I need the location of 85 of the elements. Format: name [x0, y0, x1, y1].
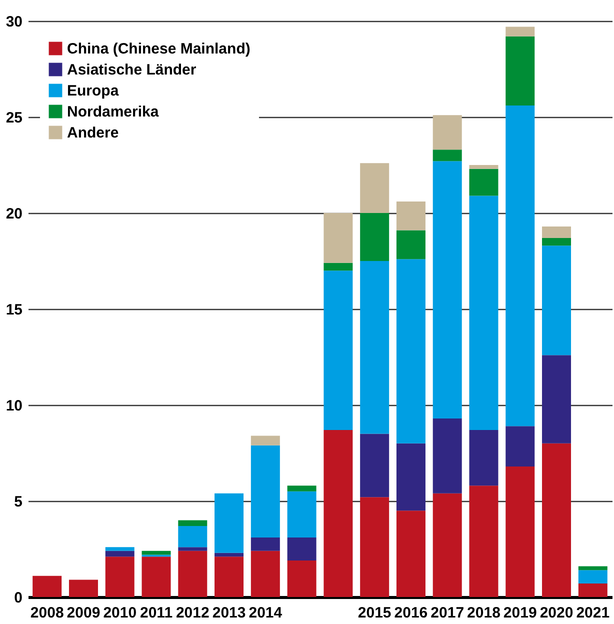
legend-label: Nordamerika: [67, 104, 160, 120]
x-tick-label: 2021: [576, 604, 610, 622]
bar: [142, 550, 171, 555]
bar: [506, 426, 535, 466]
bar: [287, 491, 316, 538]
legend-label: Andere: [67, 124, 119, 142]
bar: [432, 150, 462, 162]
bar: [396, 510, 426, 597]
x-tick-label: 2014: [248, 604, 283, 622]
bar: [250, 537, 280, 551]
bar: [396, 259, 426, 444]
bar: [506, 26, 535, 36]
bar: [32, 576, 62, 597]
y-tick-label: 20: [6, 206, 22, 222]
bar: [396, 201, 426, 230]
bar: [360, 434, 390, 498]
y-tick-label: 30: [6, 14, 22, 30]
bar: [68, 580, 98, 597]
bar: [542, 443, 572, 597]
bar: [214, 493, 244, 553]
bar: [324, 270, 353, 430]
x-tick-label: 2017: [430, 604, 464, 622]
bar: [542, 246, 572, 356]
bar: [432, 493, 462, 597]
bar: [469, 168, 498, 196]
y-tick-label: 5: [14, 494, 22, 510]
bar: [178, 550, 208, 597]
bar: [287, 560, 316, 597]
bar: [542, 238, 572, 246]
bar: [324, 430, 353, 597]
bar: [542, 355, 572, 444]
bar: [396, 230, 426, 260]
x-tick-label: 2015: [358, 604, 392, 622]
bar: [142, 556, 171, 597]
bar: [324, 213, 353, 263]
bar: [287, 486, 316, 492]
y-tick-label: 10: [6, 398, 22, 414]
bar: [105, 550, 134, 557]
bar: [324, 262, 353, 271]
bar: [250, 550, 280, 597]
x-tick-label: 2012: [176, 604, 210, 622]
x-tick-label: 2010: [103, 604, 137, 622]
bar: [506, 105, 535, 426]
x-tick-label: 2020: [540, 604, 574, 622]
bar: [250, 445, 280, 538]
bar: [432, 115, 462, 150]
x-tick-label: 2018: [467, 604, 500, 622]
bar: [506, 36, 535, 106]
x-tick-label: 2019: [503, 604, 537, 622]
bar: [396, 443, 426, 511]
x-tick-label: 2009: [66, 604, 100, 622]
bar: [250, 436, 280, 446]
bar: [105, 547, 134, 551]
y-tick-label: 25: [6, 110, 22, 126]
bar: [469, 165, 498, 169]
bar: [542, 226, 572, 238]
legend-label: Europa: [67, 82, 120, 100]
bar: [360, 163, 390, 213]
bar: [214, 556, 244, 597]
bar: [287, 537, 316, 561]
bar: [578, 584, 608, 597]
bar: [432, 418, 462, 494]
bar: [578, 566, 608, 570]
bar: [578, 570, 608, 584]
legend-label: China (Chinese Mainland): [67, 40, 250, 58]
bar: [469, 196, 498, 430]
x-tick-label: 2016: [394, 604, 428, 622]
legend-label: Asiatische Länder: [67, 62, 196, 78]
bar: [360, 497, 390, 597]
y-tick-label: 15: [6, 302, 22, 318]
bar: [105, 556, 134, 597]
bar: [214, 552, 244, 557]
y-tick-label: 0: [14, 590, 22, 606]
bar: [360, 213, 390, 261]
bar: [506, 466, 535, 597]
x-tick-label: 2013: [212, 604, 246, 622]
x-tick-label: 2011: [140, 604, 173, 622]
bar: [469, 486, 498, 597]
bar: [360, 261, 390, 434]
bar: [469, 430, 498, 486]
bar: [432, 161, 462, 418]
bar: [178, 526, 208, 548]
bar: [178, 520, 208, 526]
bar: [178, 547, 208, 551]
x-tick-label: 2008: [30, 604, 64, 622]
